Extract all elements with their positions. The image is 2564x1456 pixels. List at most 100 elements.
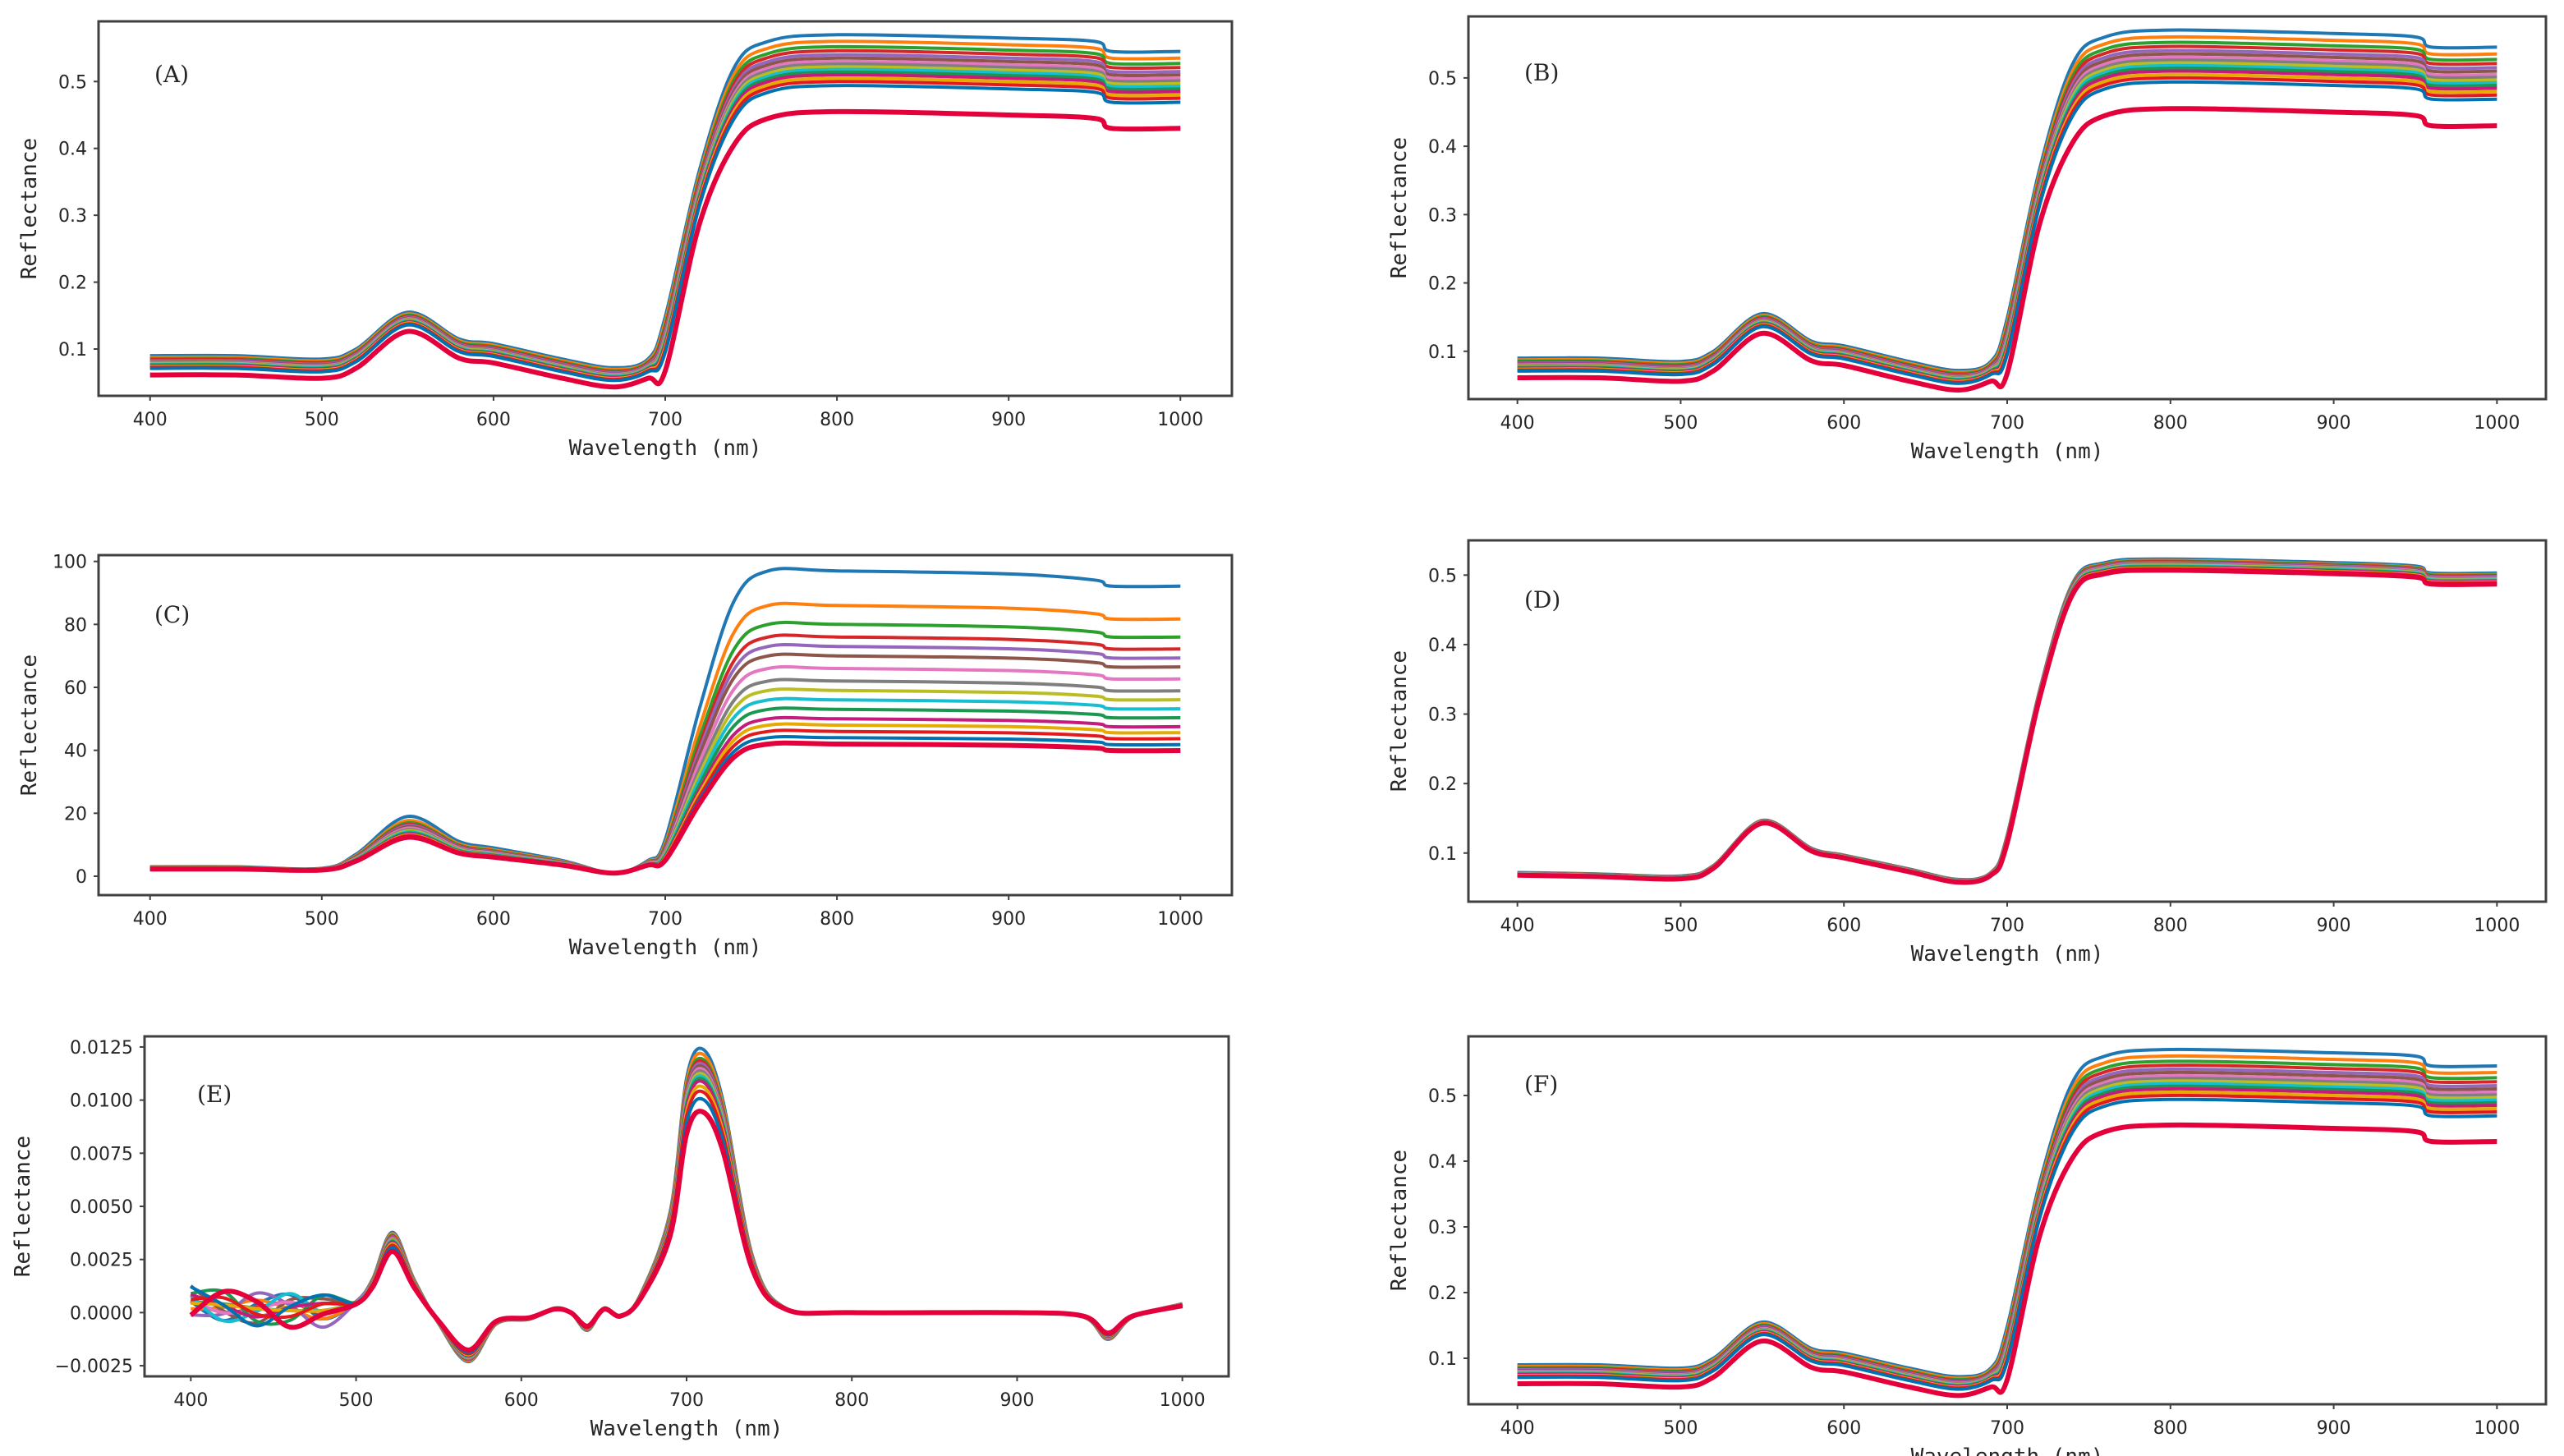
y-tick-label: 0.5 — [1428, 69, 1457, 90]
panel-d: 400 500 600 700 800 900 1000 0.1 0.2 0.3 0.4 0.5 Wav… — [1387, 539, 2548, 967]
panel-e: 400 500 600 700 800 900 1000 −0.0025 0.0000 0.002… — [11, 1035, 1230, 1441]
series-line-5 — [1517, 1067, 2497, 1384]
y-tick-label: 0.4 — [58, 140, 87, 160]
series-line-4 — [1517, 44, 2497, 376]
x-tick-label: 400 — [1500, 413, 1535, 434]
panel-b: 400 500 600 700 800 900 1000 0.1 0.2 0.3 0.4 0.5 Wav… — [1387, 15, 2548, 464]
x-tick-label: 500 — [1663, 916, 1698, 936]
y-tick-label: 0.1 — [1428, 342, 1457, 363]
x-tick-label: 400 — [133, 909, 168, 930]
y-tick-label: 0.4 — [1428, 1152, 1457, 1173]
y-axis-label: Reflectance — [1387, 650, 1412, 792]
series-group — [1517, 557, 2497, 885]
y-axis-label: Reflectance — [17, 138, 42, 279]
x-tick-label: 500 — [1663, 1418, 1698, 1439]
series-line-16 — [189, 1109, 1183, 1353]
y-tick-label: 0.4 — [1428, 137, 1457, 158]
x-tick-label: 800 — [820, 909, 854, 930]
y-tick-label: 100 — [53, 553, 87, 573]
panel-a: 400 500 600 700 800 900 1000 0.1 0.2 0.3 0.4 0.5 Wav… — [17, 20, 1234, 461]
panel-label: (F) — [1524, 1071, 1558, 1098]
y-tick-label: 0.5 — [1428, 1086, 1457, 1107]
x-tick-label: 800 — [820, 410, 854, 430]
x-tick-label: 1000 — [1160, 1390, 1206, 1411]
series-line-5 — [149, 53, 1181, 374]
panel-label: (E) — [197, 1081, 232, 1108]
y-axis-label: Reflectance — [1387, 137, 1412, 278]
y-tick-label: 0.4 — [1428, 636, 1457, 656]
y-tick-label: 0.0125 — [70, 1038, 133, 1059]
y-tick-label: 0.0075 — [70, 1144, 133, 1164]
y-tick-label: 0.0025 — [70, 1251, 133, 1271]
series-line-15 — [1517, 80, 2497, 385]
y-axis-label: Reflectance — [1387, 1150, 1412, 1291]
y-tick-label: 0.0000 — [70, 1303, 133, 1324]
x-tick-label: 700 — [648, 909, 682, 930]
series-group — [149, 33, 1181, 390]
x-tick-label: 1000 — [2474, 1418, 2520, 1439]
y-tick-label: 0.5 — [1428, 566, 1457, 586]
y-tick-label: 0.2 — [1428, 1284, 1457, 1304]
x-tick-label: 400 — [1500, 1418, 1535, 1439]
y-tick-label: 0.3 — [1428, 705, 1457, 726]
x-tick-label: 400 — [173, 1390, 208, 1411]
x-tick-label: 500 — [339, 1390, 374, 1411]
x-tick-label: 400 — [133, 410, 168, 430]
x-tick-label: 1000 — [1157, 909, 1203, 930]
panel-label: (A) — [154, 61, 189, 88]
x-tick-label: 800 — [2153, 413, 2188, 434]
panel-label: (B) — [1524, 59, 1559, 86]
y-tick-label: 0.1 — [1428, 844, 1457, 865]
x-tick-label: 1000 — [2474, 916, 2520, 936]
panel-f: 400 500 600 700 800 900 1000 0.1 0.2 0.3 0.4 0.5 Wav… — [1387, 1035, 2548, 1456]
series-line-5 — [1517, 48, 2497, 378]
series-line-4 — [149, 48, 1181, 374]
x-tick-label: 600 — [504, 1390, 539, 1411]
x-tick-label: 500 — [305, 410, 339, 430]
series-line-4 — [1517, 1063, 2497, 1383]
y-tick-label: 0.0050 — [70, 1197, 133, 1218]
y-tick-label: 0.2 — [1428, 774, 1457, 795]
x-axis-label: Wavelength (nm) — [569, 436, 762, 461]
y-tick-label: 0.3 — [58, 206, 87, 227]
x-tick-label: 700 — [648, 410, 682, 430]
panel-c: 400 500 600 700 800 900 1000 0 20 40 60 80 100 Wavele… — [17, 553, 1234, 960]
x-tick-label: 800 — [2153, 916, 2188, 936]
x-tick-label: 400 — [1500, 916, 1535, 936]
y-tick-label: 0.0100 — [70, 1091, 133, 1112]
series-line-16 — [1517, 1122, 2497, 1399]
series-group — [1517, 1047, 2497, 1399]
y-tick-label: 0.5 — [58, 72, 87, 93]
panel-label: (D) — [1524, 586, 1560, 613]
x-axis-label: Wavelength (nm) — [1911, 1445, 2104, 1456]
series-line-16 — [149, 108, 1181, 390]
x-tick-label: 900 — [991, 909, 1026, 930]
x-tick-label: 900 — [2317, 413, 2351, 434]
series-group — [189, 1046, 1183, 1364]
series-line-15 — [149, 84, 1181, 383]
x-tick-label: 600 — [1827, 916, 1861, 936]
series-line-16 — [1517, 567, 2497, 885]
x-tick-label: 700 — [1990, 916, 2024, 936]
x-axis-label: Wavelength (nm) — [569, 935, 762, 960]
y-axis-label: Reflectance — [17, 655, 42, 796]
y-tick-label: 0.3 — [1428, 1218, 1457, 1238]
x-tick-label: 700 — [1990, 413, 2024, 434]
y-tick-label: 0 — [76, 867, 87, 888]
x-tick-label: 700 — [1990, 1418, 2024, 1439]
x-tick-label: 900 — [991, 410, 1026, 430]
series-line-15 — [1517, 1097, 2497, 1391]
series-line-16 — [1517, 106, 2497, 393]
x-tick-label: 800 — [2153, 1418, 2188, 1439]
panel-label: (C) — [154, 601, 190, 628]
y-tick-label: 60 — [64, 678, 87, 699]
series-line-16 — [149, 740, 1181, 876]
x-tick-label: 700 — [669, 1390, 704, 1411]
y-tick-label: −0.0025 — [55, 1357, 133, 1377]
x-tick-label: 600 — [476, 909, 511, 930]
y-tick-label: 20 — [64, 804, 87, 824]
y-tick-label: 0.2 — [58, 273, 87, 294]
x-tick-label: 1000 — [1157, 410, 1203, 430]
x-axis-label: Wavelength (nm) — [1911, 942, 2104, 967]
